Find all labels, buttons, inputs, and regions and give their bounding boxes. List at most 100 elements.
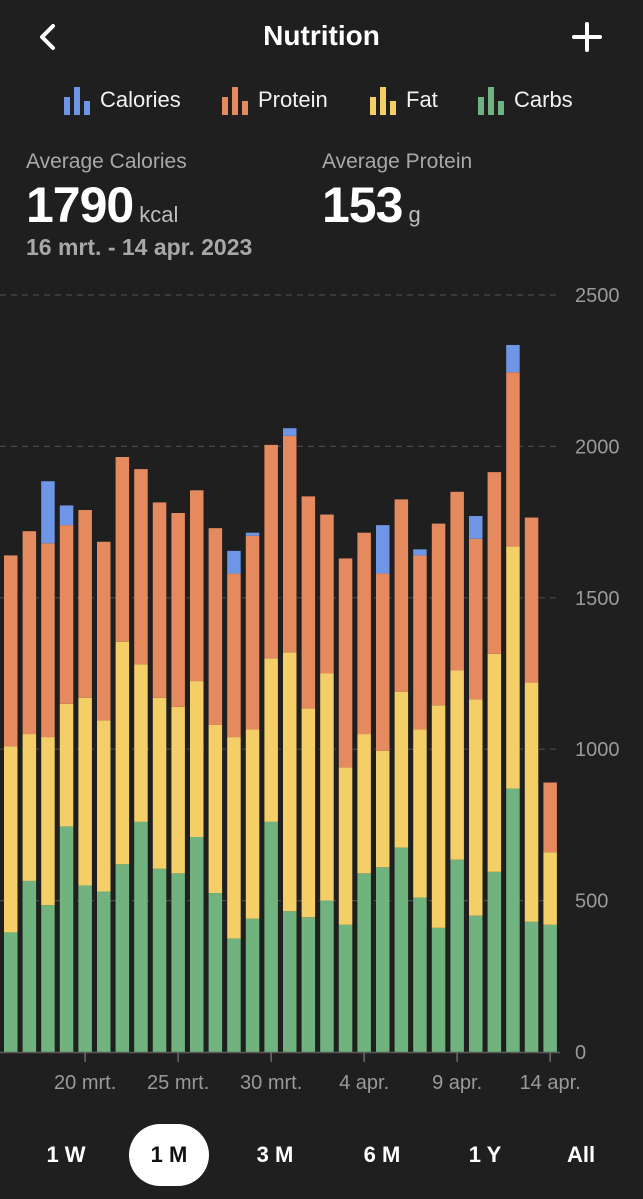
bar-segment-carbs <box>431 927 446 1052</box>
bar-segment-fat <box>97 720 111 892</box>
bar-segment-protein <box>152 502 167 698</box>
bar-segment-protein <box>524 517 539 683</box>
bar-segment-calories <box>283 428 297 436</box>
bar-segment-carbs <box>78 885 92 1052</box>
legend-protein-label: Protein <box>258 87 328 112</box>
bar-segment-calories <box>245 532 260 536</box>
bar-segment-protein <box>394 499 409 692</box>
bar-segment-fat <box>450 670 464 860</box>
bar-segment-carbs <box>115 864 130 1052</box>
range-6m-button[interactable]: 6 M <box>363 1142 401 1167</box>
bar-segment-carbs <box>357 873 371 1052</box>
legend-protein[interactable]: Protein <box>222 82 328 118</box>
nutrition-bar-chart[interactable]: 0 500 1000 1500 2000 2500 20 mrt. 25 mrt. 30 mrt… <box>0 270 643 1100</box>
stat-value: 1790 <box>26 177 134 233</box>
y-tick-label: 2000 <box>575 436 620 458</box>
range-3m-button[interactable]: 3 M <box>256 1142 294 1167</box>
bar-segment-protein <box>227 573 241 738</box>
bar-segment-fat <box>190 681 204 838</box>
bar-segment-protein <box>413 555 427 730</box>
bar-segment-protein <box>338 558 353 768</box>
bar-segment-carbs <box>41 905 55 1052</box>
bar-segment-carbs <box>376 867 390 1052</box>
bar-segment-fat <box>301 708 316 918</box>
bar-segment-carbs <box>413 897 427 1052</box>
range-1y-button[interactable]: 1 Y <box>468 1142 502 1167</box>
bar-segment-carbs <box>469 915 483 1052</box>
bar-segment-fat <box>59 703 74 827</box>
bar-segment-carbs <box>301 917 316 1052</box>
bar-segment-protein <box>431 523 446 706</box>
bar-segment-carbs <box>22 880 37 1052</box>
bar-segment-protein <box>190 490 204 682</box>
range-1w-button[interactable]: 1 W <box>46 1142 86 1167</box>
bar-segment-calories <box>41 481 55 544</box>
bar-segment-carbs <box>394 847 409 1052</box>
stat-unit: kcal <box>139 202 179 227</box>
bar-segment-calories <box>59 505 74 526</box>
bar-segment-protein <box>171 513 185 707</box>
x-tick-label: 20 mrt. <box>54 1072 116 1094</box>
legend-carbs[interactable]: Carbs <box>478 82 573 118</box>
bar-segment-fat <box>487 653 502 872</box>
legend-fat-label: Fat <box>406 87 438 112</box>
bar-segment-carbs <box>4 932 18 1052</box>
bar-segment-protein <box>506 372 520 547</box>
bar-segment-carbs <box>264 821 278 1052</box>
bar-segment-carbs <box>320 900 334 1052</box>
bar-chart-icon <box>478 87 504 115</box>
bar-segment-carbs <box>450 859 464 1052</box>
bar-segment-fat <box>469 699 483 916</box>
bar-segment-fat <box>413 729 427 898</box>
bar-segment-protein <box>357 532 371 735</box>
bar-segment-fat <box>41 737 55 906</box>
y-tick-label: 1500 <box>575 588 620 610</box>
bar-segment-carbs <box>506 788 520 1052</box>
bar-segment-protein <box>41 543 55 738</box>
date-range: 16 mrt. - 14 apr. 2023 <box>26 234 253 260</box>
plus-icon <box>572 22 602 52</box>
range-1m-button[interactable]: 1 M <box>129 1124 209 1186</box>
bar-segment-fat <box>171 706 185 874</box>
bar-segment-fat <box>4 746 18 933</box>
bar-segment-protein <box>320 514 334 674</box>
bar-segment-carbs <box>208 893 223 1052</box>
stat-caption: Average Protein <box>322 150 473 173</box>
bar-segment-protein <box>245 535 260 730</box>
bar-segment-carbs <box>543 924 557 1052</box>
bar-segment-carbs <box>283 911 297 1052</box>
bar-segment-carbs <box>190 837 204 1052</box>
bar-segment-protein <box>134 469 148 665</box>
bar-segment-carbs <box>338 924 353 1052</box>
bar-segment-fat <box>376 750 390 868</box>
bar-segment-fat <box>78 697 92 886</box>
y-tick-label: 0 <box>575 1042 586 1064</box>
bar-segment-fat <box>320 673 334 901</box>
bar-segment-fat <box>524 682 539 922</box>
bar-segment-calories <box>376 525 390 574</box>
bar-segment-fat <box>22 734 37 881</box>
bar-segment-calories <box>413 549 427 556</box>
legend-calories-label: Calories <box>100 87 181 112</box>
legend-calories[interactable]: Calories <box>64 82 181 118</box>
bar-segment-protein <box>283 435 297 653</box>
y-tick-label: 1000 <box>575 739 620 761</box>
add-button[interactable] <box>566 16 608 58</box>
bar-segment-calories <box>227 550 241 574</box>
range-all-button[interactable]: All <box>566 1142 596 1167</box>
stat-value: 153 <box>322 177 403 233</box>
bar-segment-protein <box>4 555 18 747</box>
bar-segment-fat <box>357 734 371 874</box>
back-button[interactable] <box>30 18 64 56</box>
legend-fat[interactable]: Fat <box>370 82 438 118</box>
bar-segment-protein <box>208 528 223 725</box>
chart-legend: Calories Protein Fat Carbs <box>0 82 643 118</box>
bar-segment-protein <box>376 573 390 751</box>
stat-caption: Average Calories <box>26 150 187 173</box>
x-tick-label: 9 apr. <box>432 1072 482 1094</box>
bar-segment-fat <box>431 705 446 928</box>
bar-segment-fat <box>283 652 297 912</box>
x-tick-label: 25 mrt. <box>147 1072 209 1094</box>
bar-segment-carbs <box>134 821 148 1052</box>
